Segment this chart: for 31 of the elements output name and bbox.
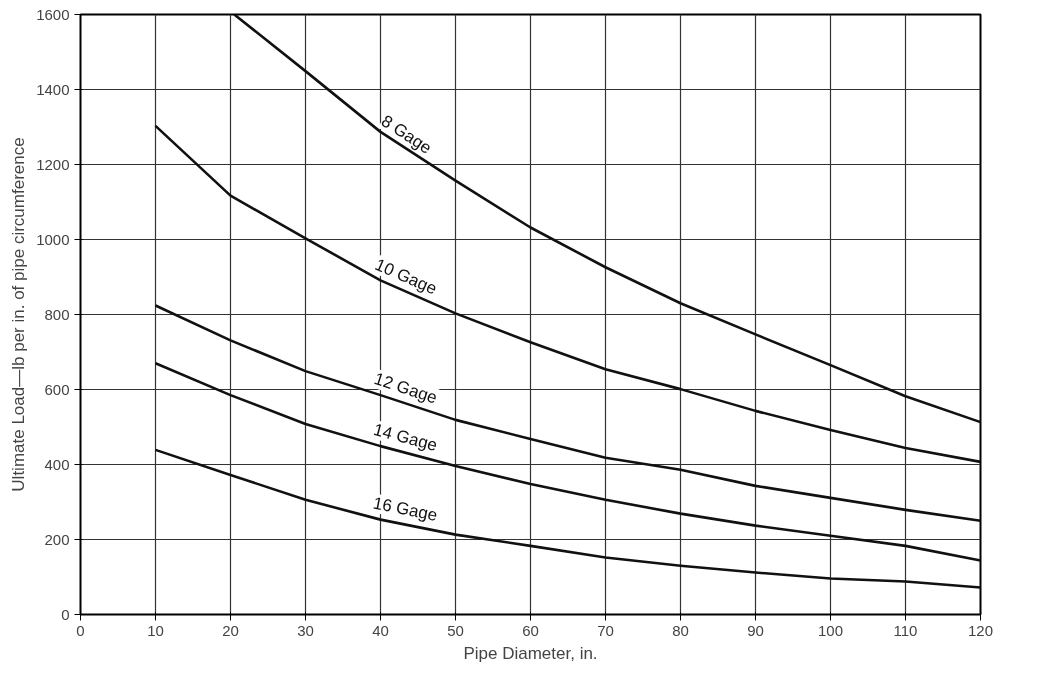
text: 14 Gage xyxy=(371,419,440,456)
x-tick-label: 50 xyxy=(447,621,464,639)
y-tick-label: 1600 xyxy=(36,5,70,23)
x-tick-label: 60 xyxy=(522,621,539,639)
line-series xyxy=(232,14,981,424)
x-tick-label: 10 xyxy=(147,621,164,639)
y-tick-label: 200 xyxy=(44,530,70,548)
y-tick-label: 600 xyxy=(44,380,70,398)
y-tick-label: 1400 xyxy=(36,80,70,98)
line-series xyxy=(154,361,981,562)
y-tick-label: 400 xyxy=(44,455,70,473)
x-tick-label: 90 xyxy=(747,621,764,639)
x-tick-label: 80 xyxy=(672,621,689,639)
y-tick-label: 1000 xyxy=(36,230,70,248)
x-tick-label: 0 xyxy=(76,621,85,639)
y-tick-label: 1200 xyxy=(36,155,70,173)
y-axis-title: Ultimate Load—lb per in. of pipe circumference xyxy=(9,137,29,492)
x-tick-label: 120 xyxy=(967,621,994,639)
y-tick-label: 800 xyxy=(44,305,70,323)
x-tick-label: 110 xyxy=(893,621,918,639)
y-tick-label: 0 xyxy=(61,605,70,623)
x-tick-label: 40 xyxy=(372,621,389,639)
x-tick-label: 70 xyxy=(597,621,614,639)
x-tick-label: 100 xyxy=(817,621,844,639)
x-tick-label: 30 xyxy=(297,621,314,639)
x-tick-label: 20 xyxy=(222,621,239,639)
x-axis-title: Pipe Diameter, in. xyxy=(463,643,598,663)
line-series xyxy=(154,304,981,523)
text: 12 Gage xyxy=(371,369,440,408)
text: 10 Gage xyxy=(372,254,440,299)
text: 16 Gage xyxy=(371,493,440,525)
